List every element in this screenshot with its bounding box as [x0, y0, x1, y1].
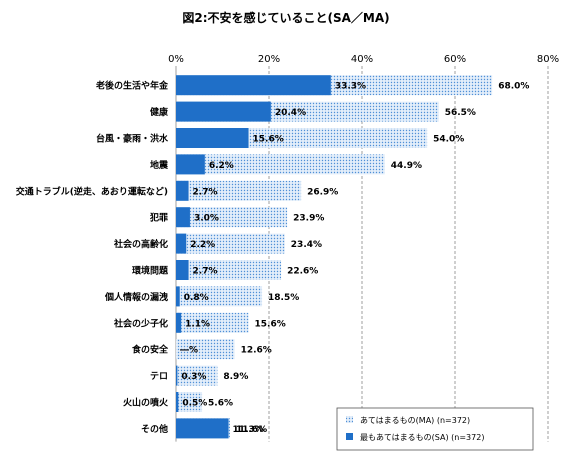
bars [176, 75, 493, 439]
category-label: 健康 [150, 106, 169, 118]
data-label-ma: 23.4% [291, 240, 322, 250]
data-label-ma: 18.5% [268, 293, 299, 303]
bar-ma [176, 154, 385, 175]
bar-sa [176, 286, 180, 307]
category-label: 台風・豪雨・洪水 [96, 133, 169, 145]
data-label-sa: 11.3% [233, 425, 264, 435]
bar-sa [176, 365, 178, 386]
category-label: 地震 [150, 159, 169, 171]
data-label-ma: 68.0% [498, 82, 529, 92]
legend: あてはまるもの(MA) (n=372) 最もあてはまるもの(SA) (n=372… [336, 407, 534, 451]
data-label-sa: 0.3% [181, 372, 206, 382]
chart-title: 図2:不安を感じていること(SA／MA) [182, 10, 389, 25]
data-label-sa: 0.5% [182, 399, 207, 409]
category-label: 老後の生活や年金 [95, 80, 169, 92]
bar-sa [176, 154, 205, 175]
data-label-ma: 22.6% [287, 267, 318, 277]
data-label-ma: 15.6% [255, 319, 286, 329]
legend-swatch-ma [346, 416, 353, 423]
category-label: 犯罪 [149, 212, 168, 224]
legend-label-ma: あてはまるもの(MA) (n=372) [360, 416, 470, 425]
category-label: 環境問題 [132, 265, 169, 277]
bar-sa [176, 392, 179, 412]
x-axis-ticks: 0% 20% 40% 60% 80% [168, 54, 559, 65]
data-label-ma: 8.9% [223, 372, 248, 382]
data-label-ma: 23.9% [293, 214, 324, 224]
bar-sa [176, 233, 187, 254]
x-tick-label: 60% [444, 54, 466, 65]
data-labels: 33.3% 68.0% 20.4% 56.5% 15.6% 54.0% 6.2% 44.9% 2… [180, 82, 529, 435]
legend-box [336, 407, 534, 451]
data-label-sa: ―% [180, 346, 198, 356]
data-label-sa: 2.7% [193, 267, 218, 277]
data-label-sa: 2.7% [193, 187, 218, 197]
grid-lines [175, 66, 549, 442]
data-label-ma: 44.9% [391, 161, 422, 171]
bar-ma [176, 312, 249, 333]
category-label: テロ [150, 371, 168, 382]
x-tick-label: 20% [258, 54, 280, 65]
x-tick-label: 80% [537, 54, 559, 65]
data-label-sa: 6.2% [209, 161, 234, 171]
bar-sa [176, 207, 190, 228]
bar-ma [176, 180, 302, 201]
category-label: 食の安全 [131, 344, 169, 356]
bar-sa [176, 101, 271, 122]
bar-sa [176, 418, 229, 439]
data-label-sa: 2.2% [190, 240, 215, 250]
legend-label-sa: 最もあてはまるもの(SA) (n=372) [360, 433, 484, 442]
category-label: 社会の高齢化 [113, 238, 168, 250]
category-label: 社会の少子化 [113, 317, 168, 329]
data-label-sa: 15.6% [253, 135, 284, 145]
data-label-ma: 26.9% [307, 187, 338, 197]
bar-ma [176, 365, 218, 386]
data-label-ma: 54.0% [433, 135, 464, 145]
data-label-sa: 0.8% [184, 293, 209, 303]
data-label-sa: 20.4% [275, 108, 306, 118]
category-label: その他 [141, 423, 168, 435]
bar-ma [176, 392, 203, 412]
data-label-sa: 3.0% [194, 214, 219, 224]
data-label-ma: 12.6% [241, 346, 272, 356]
bar-sa [176, 312, 182, 333]
bar-ma [176, 339, 235, 360]
x-tick-label: 0% [168, 54, 184, 65]
category-label: 火山の噴火 [123, 397, 169, 409]
bar-sa [176, 75, 331, 96]
bar-sa [176, 128, 249, 148]
bar-ma [176, 233, 285, 254]
data-label-ma: 11.6% [236, 425, 267, 435]
x-tick-label: 40% [351, 54, 373, 65]
bar-ma [176, 260, 282, 280]
bar-ma [176, 286, 263, 307]
data-label-sa: 1.1% [185, 319, 210, 329]
bar-sa [176, 260, 189, 280]
bar-ma [176, 207, 288, 228]
data-label-ma: 5.6% [208, 399, 233, 409]
category-label: 個人情報の漏洩 [104, 291, 168, 303]
legend-swatch-sa [346, 433, 353, 440]
category-label: 交通トラブル(逆走、あおり運転など) [16, 185, 168, 197]
data-label-ma: 56.5% [445, 108, 476, 118]
bar-sa [176, 180, 189, 201]
data-label-sa: 33.3% [335, 82, 366, 92]
